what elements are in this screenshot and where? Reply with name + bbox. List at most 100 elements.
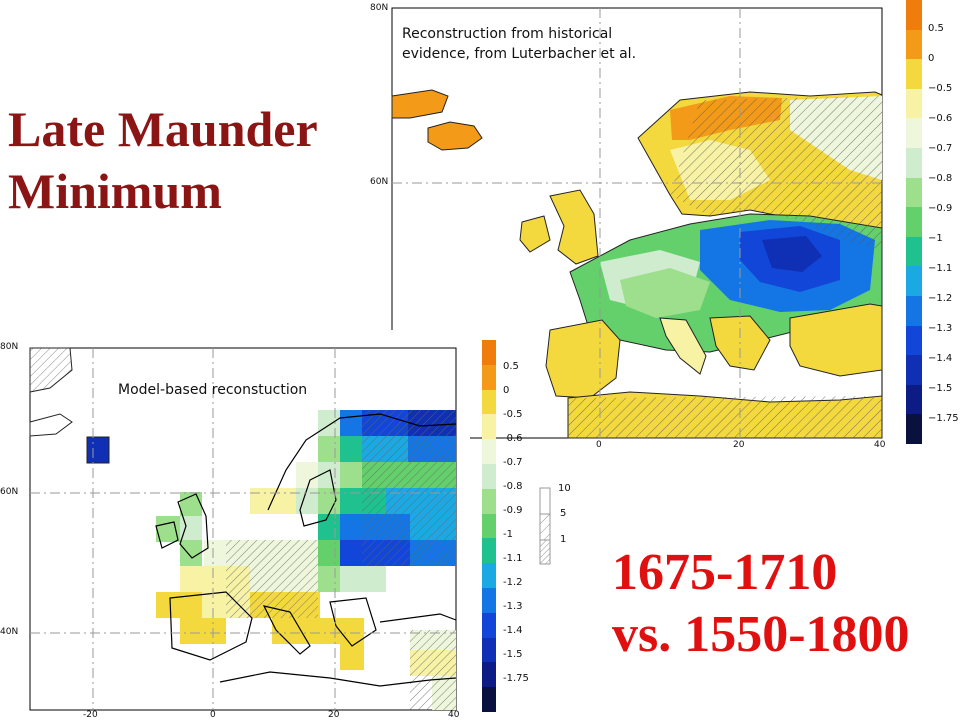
colorbar-swatch: [906, 355, 922, 386]
colorbar-swatch: [482, 414, 496, 440]
hatch-label-5: 5: [560, 508, 567, 519]
title-line-1: Late Maunder: [8, 101, 318, 157]
mcb-label-9: -1.2: [503, 577, 523, 588]
colorbar-swatch: [906, 414, 922, 445]
hcb-label-4: −0.7: [928, 143, 953, 154]
cell: [204, 540, 226, 566]
hcb-label-0: 0.5: [928, 23, 944, 34]
colorbar-swatch: [906, 207, 922, 238]
mcb-label-10: -1.3: [503, 601, 523, 612]
cell: [340, 566, 386, 592]
cell: [180, 516, 202, 540]
colorbar-swatch: [482, 364, 496, 391]
model-colorbar: [482, 340, 496, 713]
hcb-label-11: −1.4: [928, 353, 953, 364]
mcb-label-2: -0.5: [503, 409, 523, 420]
iberia: [545, 319, 621, 399]
mcb-label-12: -1.5: [503, 649, 523, 660]
colorbar-swatch: [482, 439, 496, 465]
lon-label-40-top: 40: [874, 440, 886, 450]
mcb-label-6: -0.9: [503, 505, 523, 516]
colorbar-swatch: [482, 464, 496, 490]
colorbar-swatch: [906, 296, 922, 327]
significance-hatch-north: [670, 96, 882, 250]
hcb-label-10: −1.3: [928, 323, 953, 334]
comparison-period: 1675-1710 vs. 1550-1800: [612, 542, 910, 666]
lat-label-80n-top: 80N: [370, 3, 389, 13]
hcb-label-5: −0.8: [928, 173, 953, 184]
historical-colorbar: [906, 0, 922, 445]
slide-title: Late Maunder Minimum: [8, 98, 368, 222]
colorbar-swatch: [906, 325, 922, 356]
hatch-box-1: [539, 539, 551, 565]
cell: [340, 410, 362, 436]
colorbar-swatch: [482, 588, 496, 614]
cell: [318, 514, 340, 540]
period-line-2: vs. 1550-1800: [612, 606, 910, 663]
colorbar-swatch: [482, 538, 496, 564]
historical-map-svg: [391, 7, 883, 439]
model-hatch-east: [362, 410, 456, 566]
lat-label-80n-model: 80N: [0, 342, 19, 352]
hatch-legend: 10 5 1: [538, 483, 578, 566]
model-reconstruction-map: Model-based reconstuction 80N 60N 40N -2…: [0, 330, 470, 720]
cell: [296, 462, 318, 488]
lat-label-40n-model: 40N: [0, 627, 19, 637]
mcb-label-8: -1.1: [503, 553, 523, 564]
hcb-label-6: −0.9: [928, 203, 953, 214]
lon-label-0-top: 0: [596, 440, 602, 450]
mcb-label-13: -1.75: [503, 673, 529, 684]
hcb-label-3: −0.6: [928, 113, 953, 124]
cell: [340, 462, 362, 488]
colorbar-swatch: [482, 662, 496, 688]
iceland-patch: [427, 121, 483, 151]
cell: [318, 540, 340, 566]
hatch-label-10: 10: [558, 483, 571, 494]
lon-label-20-top: 20: [733, 440, 745, 450]
significance-hatch-south: [568, 396, 882, 438]
cell: [250, 488, 296, 514]
cell: [318, 410, 340, 436]
model-coastlines: [155, 413, 457, 687]
hatch-legend-svg: [539, 487, 551, 565]
colorbar-swatch: [906, 29, 922, 60]
cell: [272, 618, 364, 644]
ireland: [519, 215, 551, 253]
colorbar-swatch: [482, 513, 496, 539]
hatch-label-1: 1: [560, 534, 567, 545]
cell: [180, 618, 226, 644]
model-caption: Model-based reconstuction: [118, 382, 308, 398]
title-line-2: Minimum: [8, 163, 222, 219]
greenland-patch: [391, 89, 449, 119]
hcb-label-9: −1.2: [928, 293, 953, 304]
historical-caption: Reconstruction from historical evidence,…: [402, 24, 636, 64]
colorbar-swatch: [482, 612, 496, 639]
colorbar-swatch: [482, 637, 496, 663]
colorbar-swatch: [482, 563, 496, 589]
hcb-label-2: −0.5: [928, 83, 953, 94]
hatch-box-10: [539, 487, 551, 515]
mcb-label-4: -0.7: [503, 457, 523, 468]
cell: [318, 488, 340, 514]
mcb-label-1: 0: [503, 385, 510, 396]
model-hatch-southeast: [410, 630, 456, 710]
historical-caption-line-1: Reconstruction from historical: [402, 26, 613, 42]
historical-reconstruction-map: Reconstruction from historical evidence,…: [370, 0, 890, 455]
russia-coldest: [762, 236, 822, 272]
colorbar-swatch: [906, 148, 922, 179]
hcb-label-13: −1.75: [928, 413, 959, 424]
lon-label-20-model: 20: [328, 710, 340, 720]
lat-label-60n-top: 60N: [370, 177, 389, 187]
colorbar-swatch: [906, 88, 922, 119]
turkey: [789, 303, 883, 377]
lon-label-m20-model: -20: [83, 710, 98, 720]
hcb-label-1: 0: [928, 53, 935, 64]
colorbar-swatch: [906, 0, 922, 31]
cell: [318, 436, 340, 462]
model-map-svg: [29, 347, 457, 711]
greenland-corner: [29, 347, 73, 393]
hcb-label-7: −1: [928, 233, 943, 244]
mcb-label-11: -1.4: [503, 625, 523, 636]
mcb-label-0: 0.5: [503, 361, 519, 372]
hcb-label-8: −1.1: [928, 263, 953, 274]
